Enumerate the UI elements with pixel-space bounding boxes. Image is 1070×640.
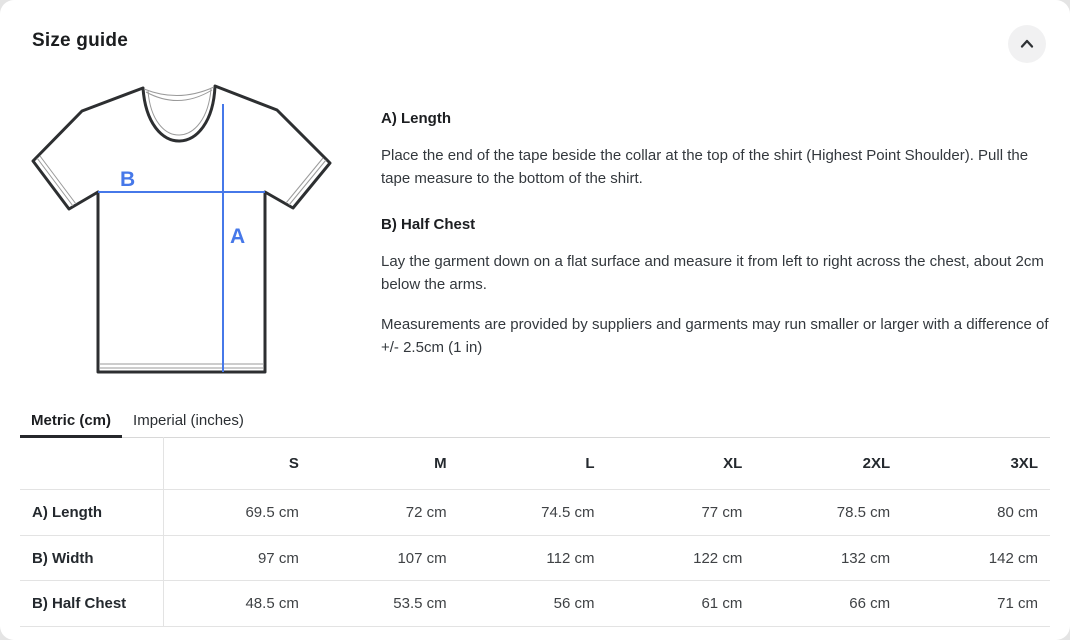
- active-tab-underline: [20, 435, 123, 438]
- tab-metric[interactable]: Metric (cm): [20, 403, 123, 438]
- table-cell: 97 cm: [163, 536, 311, 581]
- table-cell: 72 cm: [310, 490, 459, 536]
- collar-inner-line: [147, 88, 212, 136]
- table-corner-cell: [20, 437, 163, 490]
- column-header-s: S: [163, 437, 311, 490]
- collar-back-line-2: [145, 89, 213, 101]
- table-cell: 48.5 cm: [163, 581, 311, 627]
- section-heading-length: A) Length: [381, 110, 451, 127]
- collar-back-line: [143, 86, 215, 97]
- table-cell: 66 cm: [754, 581, 903, 627]
- table-cell: 122 cm: [606, 536, 755, 581]
- row-label-half-chest: B) Half Chest: [20, 581, 163, 627]
- row-label-width: B) Width: [20, 536, 163, 581]
- instructions: A) Length Place the end of the tape besi…: [381, 108, 1061, 359]
- table-cell: 132 cm: [754, 536, 903, 581]
- unit-tabs: Metric (cm) Imperial (inches): [20, 403, 1050, 438]
- tab-imperial-label: Imperial (inches): [133, 411, 244, 429]
- row-label-length: A) Length: [20, 490, 163, 536]
- left-cuff-seam: [36, 157, 74, 207]
- supplier-note: Measurements are provided by suppliers a…: [381, 316, 1049, 356]
- table-cell: 77 cm: [606, 490, 755, 536]
- tshirt-diagram: B A: [31, 84, 332, 374]
- section-body-length: Place the end of the tape beside the col…: [381, 147, 1029, 187]
- section-heading-half-chest: B) Half Chest: [381, 216, 476, 233]
- table-cell: 56 cm: [458, 581, 607, 627]
- size-table: S M L XL 2XL 3XL A) Length 69.5 cm 72 cm…: [20, 437, 1050, 627]
- column-header-l: L: [458, 437, 607, 490]
- table-cell: 61 cm: [606, 581, 755, 627]
- column-header-xl: XL: [606, 437, 755, 490]
- tab-imperial[interactable]: Imperial (inches): [122, 403, 255, 437]
- table-cell: 142 cm: [902, 536, 1050, 581]
- table-cell: 78.5 cm: [754, 490, 903, 536]
- tshirt-outline: [31, 84, 332, 374]
- measurement-label-a: A: [230, 225, 245, 248]
- table-cell: 53.5 cm: [310, 581, 459, 627]
- chevron-up-icon: [1020, 39, 1034, 48]
- page-title: Size guide: [32, 30, 128, 51]
- column-header-3xl: 3XL: [902, 437, 1050, 490]
- table-cell: 69.5 cm: [163, 490, 311, 536]
- right-cuff-seam: [288, 159, 327, 206]
- table-cell: 74.5 cm: [458, 490, 607, 536]
- section-body-half-chest: Lay the garment down on a flat surface a…: [381, 253, 1044, 293]
- table-cell: 107 cm: [310, 536, 459, 581]
- table-cell: 71 cm: [902, 581, 1050, 627]
- column-header-m: M: [310, 437, 459, 490]
- tab-metric-label: Metric (cm): [31, 411, 112, 429]
- right-cuff-seam-2: [285, 157, 324, 204]
- left-cuff-seam-2: [39, 155, 77, 205]
- column-header-2xl: 2XL: [754, 437, 903, 490]
- collapse-button[interactable]: [1008, 25, 1046, 63]
- table-cell: 112 cm: [458, 536, 607, 581]
- measurement-label-b: B: [120, 168, 135, 191]
- table-cell: 80 cm: [902, 490, 1050, 536]
